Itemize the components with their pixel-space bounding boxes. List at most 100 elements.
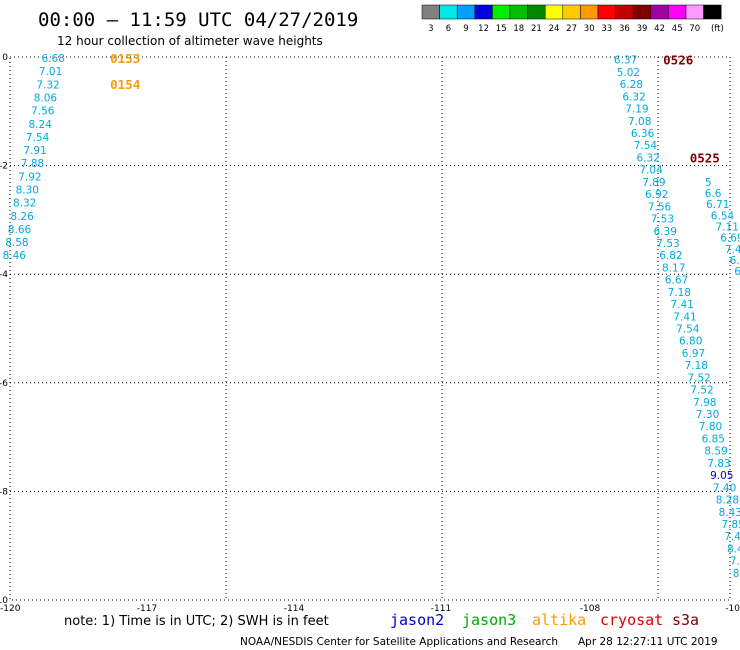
wave-height-value: 6.69: [720, 233, 740, 245]
color-bin-label: 3: [428, 24, 433, 34]
altimeter-tracks: 6.687.017.328.067.568.247.547.917.887.92…: [3, 51, 740, 580]
track-c: 8.308.728.567.248.418.437.887.818.206.85…: [705, 177, 740, 289]
color-bin-label: 45: [672, 24, 683, 34]
wave-height-value: 8.45: [727, 543, 740, 555]
wave-height-value: 7.54: [676, 324, 700, 336]
color-bin-label: 6: [446, 24, 451, 34]
pass-time-label: 0154: [110, 77, 140, 92]
y-tick-label: -2: [0, 162, 8, 172]
map-subtitle: 12 hour collection of altimeter wave hei…: [57, 34, 323, 48]
x-tick-label: -10: [725, 604, 740, 614]
wave-height-value: 7.40: [713, 482, 736, 494]
wave-height-value: 7.85: [721, 519, 740, 531]
color-bin-label: 33: [601, 24, 612, 34]
color-bin-24: [544, 4, 564, 20]
color-bin-3: [421, 4, 440, 20]
wave-height-value: 7.04: [639, 165, 663, 177]
wave-height-value: 6.36: [631, 128, 655, 140]
color-bin-12: [474, 4, 493, 20]
wave-height-value: 7.92: [18, 171, 41, 183]
wave-height-value: 6.64: [734, 266, 740, 278]
wave-height-value: 6.39: [654, 226, 677, 238]
wave-height-value: 8.26: [10, 211, 34, 223]
wave-height-value: 7.53: [651, 214, 674, 226]
wave-height-value: 8.17: [662, 262, 685, 274]
wave-height-value: 6.54: [711, 210, 735, 222]
wave-height-value: 8.28: [716, 495, 739, 507]
track-a: 6.687.017.32 8.067.568.247.547.917.887.92…: [3, 51, 141, 262]
wave-height-value: 6.28: [620, 79, 643, 91]
color-bin-27: [562, 4, 581, 20]
color-bin-39: [632, 4, 652, 20]
wave-height-value: 7.19: [625, 104, 648, 116]
y-tick-label: -8: [0, 487, 8, 497]
wave-height-value: 7.83: [707, 458, 730, 470]
wave-height-value: 6.32: [637, 153, 660, 165]
color-bin-label: 36: [619, 24, 630, 34]
wave-height-value: 6.82: [659, 250, 682, 262]
color-bin-36: [615, 4, 634, 20]
x-tick-label: -117: [137, 604, 157, 614]
wave-height-value: 7.98: [693, 397, 716, 409]
color-bin-label: 30: [584, 24, 595, 34]
color-bin-label: 39: [637, 24, 648, 34]
x-tick-label: -111: [431, 604, 451, 614]
color-bin-33: [597, 4, 616, 20]
satellite-cryosat: cryosat: [600, 611, 663, 629]
y-tick-label: -6: [0, 379, 8, 389]
y-tick-label: 0: [2, 53, 8, 63]
wave-height-value: 7.11: [716, 222, 739, 234]
satellite-s3a: s3a: [672, 611, 699, 629]
wave-height-value: 7.01: [39, 66, 62, 78]
wave-height-value: 6.16: [730, 255, 740, 267]
wave-height-value: 8.59: [704, 446, 727, 458]
x-tick-label: -120: [0, 604, 21, 614]
wave-height-value: 8.43: [719, 507, 740, 519]
x-tick-label: -108: [580, 604, 601, 614]
color-bin-18: [509, 4, 528, 20]
wave-height-value: 7.54: [634, 140, 658, 152]
wave-height-value: 6.68: [42, 53, 65, 65]
wave-height-value: 6.85: [702, 434, 725, 446]
wave-height-value: 9.05: [710, 470, 733, 482]
satellite-jason3: jason3: [462, 611, 516, 629]
wave-height-value: 6.67: [665, 275, 688, 287]
color-bin-max: [703, 4, 722, 20]
wave-height-value: 6.32: [622, 91, 645, 103]
wave-height-color-scale: 3 6 9 12 15 18 21 24 27 30 33 36 39 42 45 70: [421, 4, 722, 34]
color-bin-label: 70: [689, 24, 700, 34]
credit-line: NOAA/NESDIS Center for Satellite Applica…: [240, 636, 558, 648]
wave-height-value: 8.24: [29, 119, 53, 131]
wave-height-value: 7.56: [31, 106, 55, 118]
pass-time-label: 0526: [663, 53, 693, 68]
color-bin-70: [685, 4, 704, 20]
color-bin-45: [668, 4, 687, 20]
wave-height-value: 6.80: [679, 336, 702, 348]
color-bin-label: 27: [566, 24, 577, 34]
wave-height-value: 7.18: [685, 360, 708, 372]
color-bin-label: 24: [549, 24, 560, 34]
wave-height-value: 7.49: [725, 244, 740, 256]
map-title: 00:00 – 11:59 UTC 04/27/2019: [38, 9, 358, 31]
satellite-legend: jason2 jason3 altika cryosat s3a: [390, 611, 699, 629]
wave-height-value: 6.71: [706, 199, 729, 211]
color-scale-unit: (ft): [711, 24, 724, 34]
wave-height-value: 7.91: [730, 556, 740, 568]
footer-note: note: 1) Time is in UTC; 2) SWH is in fe…: [64, 614, 329, 629]
wave-height-value: 7.41: [671, 299, 694, 311]
wave-height-value: 7.53: [656, 238, 679, 250]
wave-height-value: 6.97: [682, 348, 705, 360]
wave-height-value: 6.92: [645, 189, 668, 201]
color-bin-9: [456, 4, 476, 20]
wave-height-value: 8.34: [733, 568, 740, 580]
satellite-jason2: jason2: [390, 611, 444, 629]
wave-height-value: 7.08: [628, 116, 651, 128]
color-bin-21: [527, 4, 546, 20]
color-bin-label: 18: [513, 24, 524, 34]
wave-height-value: 8.30: [16, 185, 39, 197]
wave-height-value: 5: [705, 177, 712, 189]
satellite-altika: altika: [532, 611, 586, 629]
wave-height-value: 8.66: [8, 224, 32, 236]
wave-height-value: 7.56: [648, 201, 672, 213]
